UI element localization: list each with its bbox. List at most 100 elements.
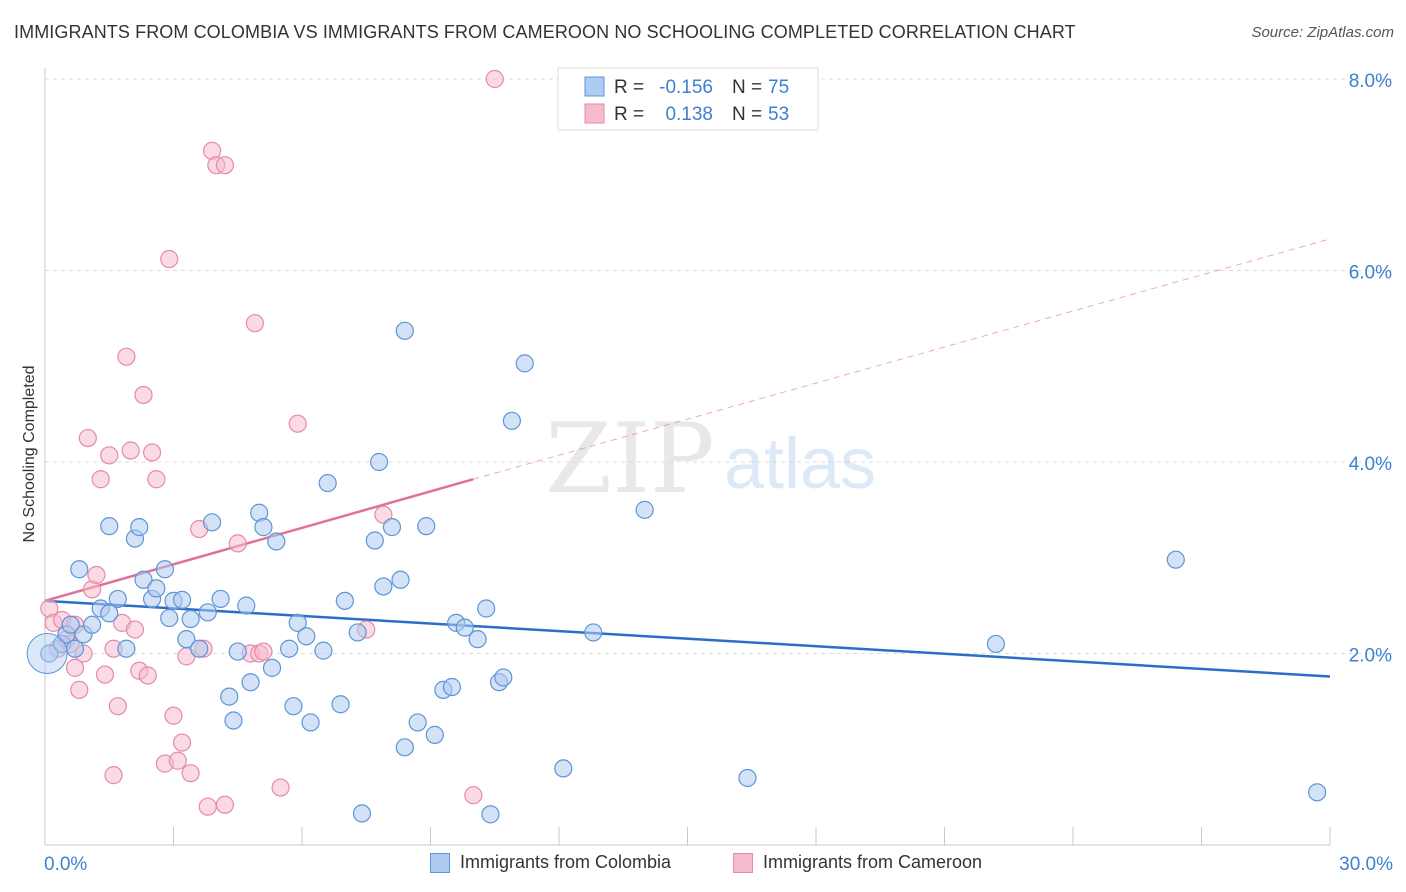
y-tick-label: 8.0%	[1349, 71, 1392, 92]
legend-label-colombia: Immigrants from Colombia	[460, 852, 672, 872]
point-colombia	[335, 591, 354, 610]
watermark: ZIP atlas	[545, 403, 876, 515]
point-colombia	[117, 639, 136, 658]
tick-labels: 2.0% 4.0% 6.0% 8.0% 0.0% 30.0%	[44, 71, 1393, 875]
point-cameroon	[108, 697, 127, 716]
stats-r-value-pink: 0.138	[665, 104, 713, 125]
legend-label-cameroon: Immigrants from Cameroon	[763, 852, 983, 872]
point-colombia	[220, 687, 239, 706]
point-colombia	[224, 711, 243, 730]
point-colombia	[395, 738, 414, 757]
point-colombia	[108, 589, 127, 609]
legend-swatch-pink	[733, 852, 753, 873]
point-colombia	[425, 725, 444, 744]
stats-n-label-blue: N =	[732, 77, 762, 98]
point-cameroon	[271, 778, 290, 797]
point-cameroon	[91, 470, 110, 489]
point-colombia	[442, 677, 462, 697]
point-colombia	[267, 532, 286, 551]
y-tick-label: 6.0%	[1349, 263, 1392, 284]
point-cameroon	[374, 505, 393, 524]
point-colombia	[391, 570, 410, 589]
point-cameroon	[65, 658, 85, 677]
point-cameroon	[87, 565, 106, 585]
point-colombia	[417, 517, 436, 536]
point-colombia	[237, 596, 256, 615]
point-colombia	[190, 639, 209, 658]
point-cameroon	[104, 766, 123, 785]
point-colombia	[70, 560, 89, 579]
point-colombia	[241, 673, 260, 692]
point-colombia	[331, 695, 350, 714]
trend-line-cameroon-extrapolated	[473, 238, 1331, 480]
point-colombia	[515, 354, 534, 373]
point-cameroon	[228, 534, 247, 553]
point-colombia	[254, 518, 273, 537]
point-colombia	[297, 627, 316, 646]
point-cameroon	[160, 249, 179, 269]
point-cameroon	[198, 797, 217, 816]
point-cameroon	[245, 314, 264, 333]
trend-lines	[44, 238, 1331, 678]
point-colombia	[481, 805, 500, 824]
point-cameroon	[70, 680, 89, 699]
stats-legend-box: R = -0.156 N = 75 R = 0.138 N = 53	[557, 67, 819, 131]
stats-n-value-blue: 75	[768, 77, 789, 98]
point-colombia	[584, 623, 603, 642]
point-cameroon	[138, 666, 157, 685]
point-colombia	[61, 615, 80, 634]
stats-n-value-pink: 53	[768, 104, 789, 125]
point-colombia	[374, 577, 393, 596]
point-colombia	[262, 658, 282, 677]
point-cameroon	[100, 446, 119, 465]
chart-title: IMMIGRANTS FROM COLOMBIA VS IMMIGRANTS F…	[14, 22, 1076, 42]
trend-line-colombia	[44, 599, 1331, 678]
point-cameroon	[78, 428, 97, 448]
point-cameroon	[164, 706, 183, 725]
point-colombia	[100, 517, 119, 536]
axes	[44, 68, 1331, 846]
stats-r-label-blue: R =	[614, 77, 644, 98]
point-colombia	[314, 641, 333, 660]
stats-swatch-blue	[584, 76, 605, 97]
point-cameroon	[288, 414, 307, 433]
point-colombia	[130, 518, 149, 537]
point-colombia	[83, 615, 102, 634]
point-colombia	[155, 560, 175, 579]
point-colombia	[40, 644, 59, 663]
point-colombia	[348, 623, 367, 642]
point-cameroon	[485, 69, 504, 89]
point-colombia	[284, 697, 303, 716]
point-cameroon	[134, 385, 153, 405]
point-colombia	[365, 531, 384, 550]
stats-r-value-blue: -0.156	[659, 77, 713, 98]
point-colombia	[352, 804, 372, 823]
legend-item-cameroon[interactable]: Immigrants from Cameroon	[733, 852, 982, 873]
legend-item-colombia[interactable]: Immigrants from Colombia	[430, 852, 671, 873]
point-cameroon	[95, 665, 115, 684]
point-colombia	[494, 668, 513, 687]
x-tick-label-max: 30.0%	[1339, 854, 1393, 875]
point-colombia	[134, 570, 153, 589]
point-cameroon	[464, 786, 483, 805]
point-colombia	[468, 630, 487, 649]
point-colombia	[502, 411, 521, 430]
point-colombia	[211, 589, 230, 609]
y-tick-label: 4.0%	[1349, 454, 1392, 475]
point-colombia	[477, 599, 496, 618]
point-cameroon	[121, 441, 140, 460]
point-colombia	[198, 603, 217, 622]
point-colombia	[301, 713, 320, 732]
point-cameroon	[168, 751, 187, 770]
stats-n-label-pink: N =	[732, 104, 762, 125]
point-cameroon	[125, 620, 145, 639]
point-cameroon	[142, 443, 162, 462]
y-tick-label: 2.0%	[1349, 646, 1392, 667]
point-colombia	[738, 768, 757, 788]
point-cameroon	[117, 347, 136, 366]
point-colombia	[455, 618, 474, 637]
point-colombia	[202, 513, 222, 532]
point-cameroon	[181, 764, 200, 783]
point-colombia	[1166, 550, 1185, 569]
